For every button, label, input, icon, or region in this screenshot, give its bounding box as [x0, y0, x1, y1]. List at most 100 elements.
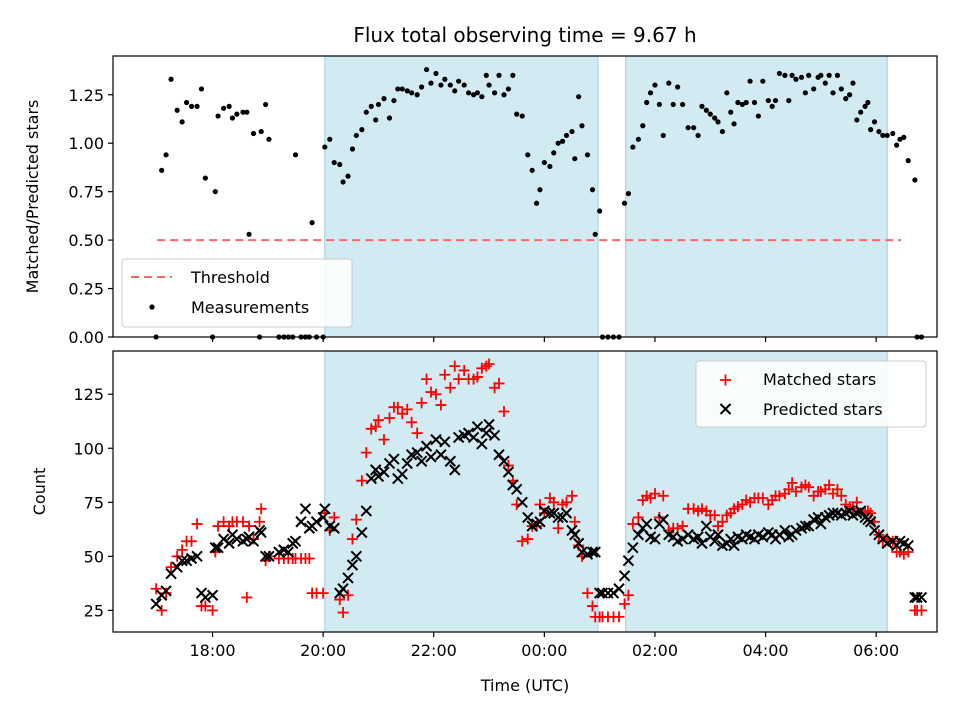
predicted-stars-point [449, 464, 461, 476]
measurement-point [560, 138, 566, 144]
measurement-point [703, 107, 709, 113]
measurement-point [514, 111, 520, 117]
matched-stars-point [516, 535, 528, 547]
measurement-point [862, 103, 868, 109]
measurement-point [491, 90, 498, 96]
predicted-stars-point [337, 583, 349, 595]
predicted-stars-point [627, 541, 639, 554]
measurement-point [340, 179, 346, 185]
matched-stars-point [186, 535, 198, 547]
measurement-point [349, 146, 356, 152]
measurement-point [850, 80, 856, 86]
measurement-point [822, 80, 828, 86]
predicted-stars-point [199, 591, 212, 604]
predicted-stars-point [439, 436, 451, 448]
matched-stars-point [786, 477, 798, 489]
matched-stars-point [303, 553, 315, 565]
matched-stars-point [649, 488, 661, 500]
matched-stars-point [709, 509, 721, 521]
measurement-point [168, 76, 174, 82]
predicted-stars-point [618, 570, 631, 582]
measurement-point [765, 97, 771, 104]
ratio-legend-box [121, 258, 353, 328]
predicted-stars-point [560, 507, 573, 519]
matched-stars-point [406, 416, 418, 428]
predicted-stars-point [589, 546, 601, 558]
measurement-point [194, 103, 200, 109]
measurement-point [576, 94, 582, 100]
measurement-point [647, 90, 654, 96]
measurement-point [640, 123, 646, 129]
predicted-stars-point [516, 496, 528, 509]
measurement-point [621, 200, 628, 206]
measurement-point [712, 115, 718, 121]
predicted-stars-point [411, 446, 423, 459]
predicted-stars-point [593, 587, 606, 599]
measurement-point [447, 82, 453, 88]
matched-stars-point [384, 412, 396, 424]
measurement-point [359, 127, 365, 133]
x-tick-label: 20:00 [300, 641, 346, 660]
predicted-stars-point [696, 537, 708, 550]
measurement-point [843, 96, 849, 102]
measurement-point [854, 117, 860, 123]
legend-predicted-label: Predicted stars [763, 400, 883, 419]
predicted-stars-point [317, 511, 329, 524]
observing-interval-0 [324, 350, 599, 633]
predicted-stars-point [259, 550, 272, 563]
matched-stars-point [581, 587, 593, 599]
measurement-point [876, 128, 882, 135]
predicted-stars-point [799, 520, 812, 532]
measurement-point [652, 82, 658, 88]
predicted-stars-point [802, 520, 815, 532]
matched-stars-point [156, 604, 168, 616]
measurements-series [153, 66, 925, 340]
matched-stars-point [586, 600, 598, 612]
predicted-stars-point [365, 472, 377, 485]
matched-stars-point [657, 490, 669, 502]
y-tick-label: 25 [84, 601, 104, 620]
measurement-point [569, 128, 575, 135]
y-tick-label: 1.25 [68, 86, 104, 105]
predicted-stars-point [420, 440, 433, 452]
measurement-point [884, 132, 890, 139]
predicted-legend-cross [719, 403, 732, 415]
matched-legend-plus [720, 374, 731, 386]
matched-stars-point [207, 604, 219, 616]
matched-stars-point [176, 544, 188, 556]
matched-stars-point [370, 421, 382, 433]
matched-stars-point [254, 516, 266, 528]
measurement-point [409, 90, 415, 96]
measurement-point [905, 158, 911, 164]
measurement-point [541, 159, 547, 166]
measurement-point [433, 70, 439, 77]
y-tick-label: 0.50 [68, 231, 104, 250]
matched-stars-point [342, 589, 354, 601]
measurement-point [912, 177, 918, 183]
predicted-stars-point [350, 550, 363, 563]
ratio-panel: 0.00 0.25 0.50 0.75 1.00 1.25 Flux total obse… [23, 23, 938, 347]
predicted-stars-point [728, 539, 740, 552]
predicted-stars-point [255, 526, 267, 539]
predicted-stars-point [708, 535, 721, 547]
measurement-point [547, 163, 553, 170]
matched-stars-point [716, 516, 728, 528]
measurement-point [240, 109, 246, 115]
matched-stars-point [493, 377, 505, 389]
measurement-point [699, 103, 705, 109]
measurement-point [244, 109, 250, 115]
measurement-point [728, 109, 734, 115]
measurement-point [510, 72, 516, 78]
predicted-stars-point [388, 453, 400, 465]
predicted-stars-point [572, 537, 585, 550]
predicted-stars-point [779, 524, 791, 537]
measurement-point [496, 72, 502, 78]
matched-stars-point [566, 490, 578, 502]
measurement-point [685, 125, 691, 131]
matched-legend-marker [720, 374, 731, 386]
matched-stars-point [378, 434, 390, 446]
predicted-stars-point [369, 464, 382, 476]
matched-stars-point [916, 604, 928, 616]
predicted-stars-point [493, 449, 505, 461]
predicted-stars-point [444, 455, 457, 467]
